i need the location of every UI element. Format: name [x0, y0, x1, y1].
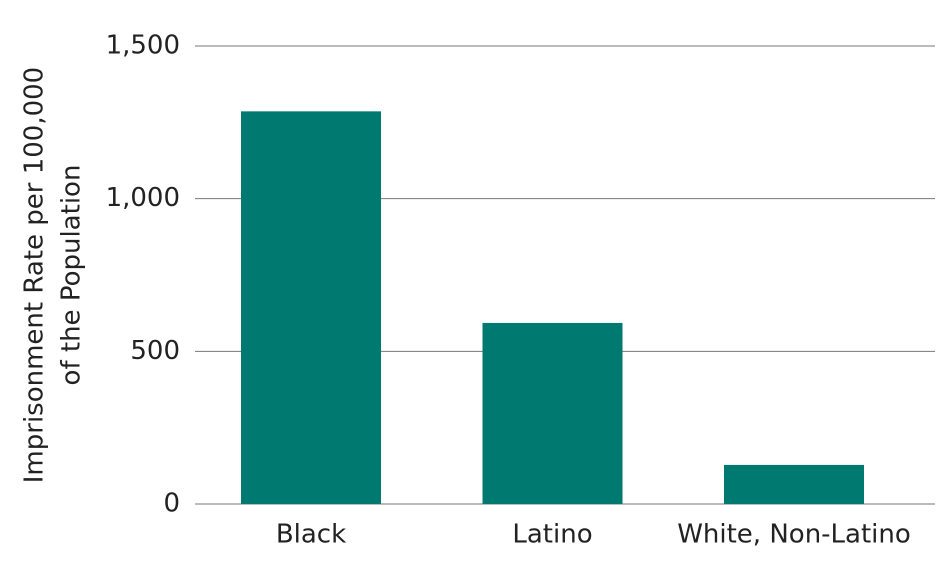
x-tick-label: White, Non-Latino — [677, 520, 911, 550]
x-tick-label: Latino — [512, 520, 592, 550]
bar — [724, 464, 864, 504]
bar — [482, 322, 623, 504]
y-tick-label: 500 — [130, 336, 180, 366]
y-axis-label: of the Population — [57, 165, 87, 386]
y-tick-label: 0 — [163, 489, 180, 519]
y-tick-label: 1,000 — [106, 183, 180, 213]
x-tick-label: Black — [276, 520, 346, 550]
bar — [241, 111, 381, 504]
y-axis-label: Imprisonment Rate per 100,000 — [20, 67, 50, 483]
y-tick-label: 1,500 — [106, 31, 180, 61]
